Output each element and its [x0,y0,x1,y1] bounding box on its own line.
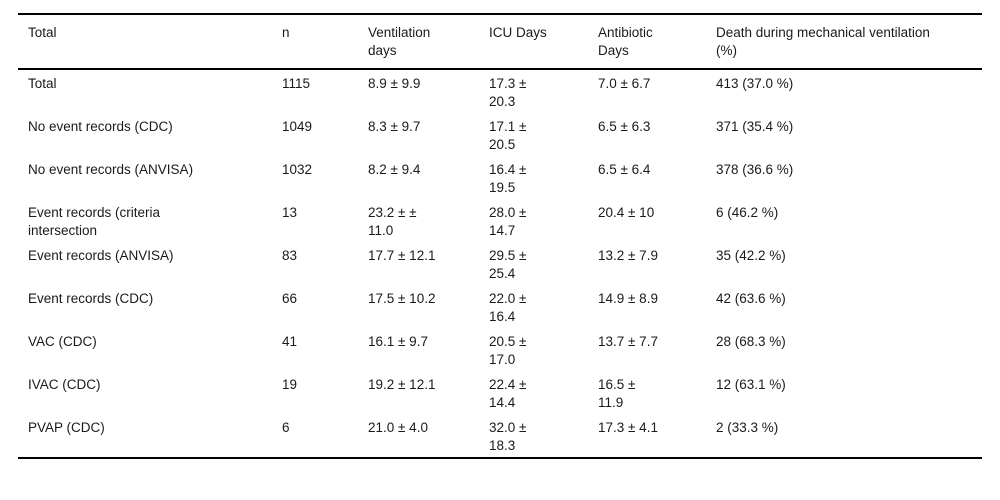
icu-days-cell: 22.0 ± 16.4 [489,291,527,324]
n-cell: 6 [282,420,290,435]
n-cell: 19 [282,377,298,392]
column-header-death-during-mv: Death during mechanical ventilation (%) [716,14,982,70]
icu-days-cell: 17.3 ± 20.3 [489,76,527,109]
table-row: Total 1115 8.9 ± 9.9 17.3 ± 20.3 7.0 ± 6… [18,69,982,113]
table-row: IVAC (CDC) 19 19.2 ± 12.1 22.4 ± 14.4 16… [18,371,982,414]
antibiotic-days-cell: 13.7 ± 7.7 [598,334,658,349]
ventilation-days-cell: 23.2 ± ± 11.0 [368,205,417,238]
death-cell: 42 (63.6 %) [716,291,786,306]
column-header-antibiotic-days: Antibiotic Days [598,14,716,70]
n-cell: 41 [282,334,298,349]
outcomes-table: Total n Ventilation days ICU Days Antibi… [18,13,982,459]
icu-days-cell: 22.4 ± 14.4 [489,377,527,410]
row-label-cell: PVAP (CDC) [28,420,105,435]
death-cell: 35 (42.2 %) [716,248,786,263]
death-cell: 371 (35.4 %) [716,119,794,134]
death-cell: 413 (37.0 %) [716,76,794,91]
n-cell: 1115 [282,76,311,91]
table-row: Event records (ANVISA) 83 17.7 ± 12.1 29… [18,242,982,285]
icu-days-cell: 28.0 ± 14.7 [489,205,527,238]
table-header: Total n Ventilation days ICU Days Antibi… [18,14,982,70]
death-cell: 2 (33.3 %) [716,420,779,435]
row-label-cell: No event records (ANVISA) [28,162,194,177]
n-cell: 1032 [282,162,313,177]
row-label-cell: No event records (CDC) [28,119,173,134]
row-label-cell: IVAC (CDC) [28,377,101,392]
death-cell: 28 (68.3 %) [716,334,786,349]
n-cell: 83 [282,248,298,263]
ventilation-days-cell: 17.7 ± 12.1 [368,248,436,263]
antibiotic-days-cell: 20.4 ± 10 [598,205,655,220]
column-header-total: Total [18,14,282,70]
antibiotic-days-cell: 7.0 ± 6.7 [598,76,651,91]
header-row: Total n Ventilation days ICU Days Antibi… [18,14,982,70]
column-header-icu-days: ICU Days [489,14,598,70]
table-row: VAC (CDC) 41 16.1 ± 9.7 20.5 ± 17.0 13.7… [18,328,982,371]
icu-days-cell: 16.4 ± 19.5 [489,162,527,195]
ventilation-days-cell: 8.3 ± 9.7 [368,119,421,134]
column-header-ventilation-days: Ventilation days [368,14,489,70]
n-cell: 66 [282,291,298,306]
table-row: No event records (ANVISA) 1032 8.2 ± 9.4… [18,156,982,199]
antibiotic-days-cell: 16.5 ± 11.9 [598,377,636,410]
antibiotic-days-cell: 13.2 ± 7.9 [598,248,658,263]
ventilation-days-cell: 17.5 ± 10.2 [368,291,436,306]
row-label-cell: Event records (criteria intersection [28,205,161,238]
table-row: No event records (CDC) 1049 8.3 ± 9.7 17… [18,113,982,156]
ventilation-days-cell: 8.9 ± 9.9 [368,76,421,91]
death-cell: 6 (46.2 %) [716,205,779,220]
icu-days-cell: 32.0 ± 18.3 [489,420,527,453]
ventilation-days-cell: 8.2 ± 9.4 [368,162,421,177]
n-cell: 13 [282,205,298,220]
ventilation-days-cell: 21.0 ± 4.0 [368,420,428,435]
antibiotic-days-cell: 14.9 ± 8.9 [598,291,658,306]
table-row: PVAP (CDC) 6 21.0 ± 4.0 32.0 ± 18.3 17.3… [18,414,982,458]
ventilation-days-cell: 16.1 ± 9.7 [368,334,428,349]
icu-days-cell: 29.5 ± 25.4 [489,248,527,281]
row-label-cell: Total [28,76,57,91]
antibiotic-days-cell: 17.3 ± 4.1 [598,420,658,435]
column-header-n: n [282,14,368,70]
row-label-cell: VAC (CDC) [28,334,97,349]
row-label-cell: Event records (ANVISA) [28,248,174,263]
n-cell: 1049 [282,119,313,134]
table-body: Total 1115 8.9 ± 9.9 17.3 ± 20.3 7.0 ± 6… [18,69,982,458]
icu-days-cell: 20.5 ± 17.0 [489,334,527,367]
icu-days-cell: 17.1 ± 20.5 [489,119,527,152]
table-row: Event records (criteria intersection 13 … [18,199,982,242]
antibiotic-days-cell: 6.5 ± 6.4 [598,162,651,177]
row-label-cell: Event records (CDC) [28,291,154,306]
table-row: Event records (CDC) 66 17.5 ± 10.2 22.0 … [18,285,982,328]
death-cell: 12 (63.1 %) [716,377,786,392]
antibiotic-days-cell: 6.5 ± 6.3 [598,119,651,134]
ventilation-days-cell: 19.2 ± 12.1 [368,377,436,392]
death-cell: 378 (36.6 %) [716,162,794,177]
